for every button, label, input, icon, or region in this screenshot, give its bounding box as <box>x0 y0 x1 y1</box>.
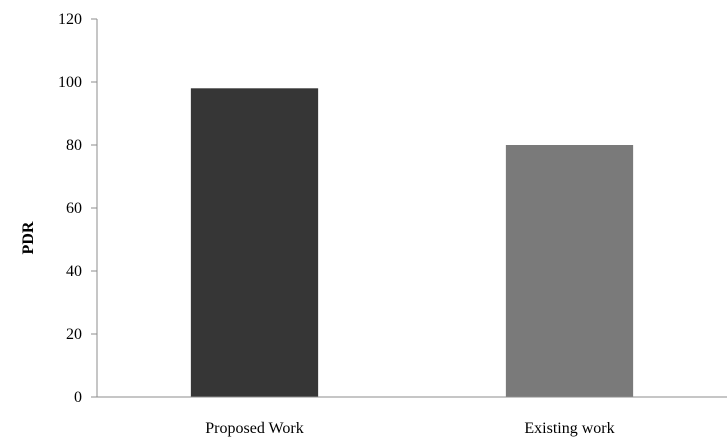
x-category-label: Existing work <box>524 420 614 437</box>
y-axis-title: PDR <box>20 221 37 254</box>
x-axis-labels: Proposed Work Existing work <box>205 420 614 437</box>
y-tick-label: 40 <box>66 263 82 280</box>
bar-1 <box>190 88 319 398</box>
y-axis: 0 20 40 60 80 100 120 <box>58 11 97 406</box>
y-tick-label: 0 <box>74 389 82 406</box>
y-tick-label: 80 <box>66 137 82 154</box>
bar-2 <box>505 145 634 397</box>
bars <box>190 88 634 398</box>
y-tick-label: 100 <box>58 74 82 91</box>
y-tick-label: 60 <box>66 200 82 217</box>
x-category-label: Proposed Work <box>205 420 303 437</box>
y-tick-label: 20 <box>66 326 82 343</box>
y-tick-label: 120 <box>58 11 82 28</box>
